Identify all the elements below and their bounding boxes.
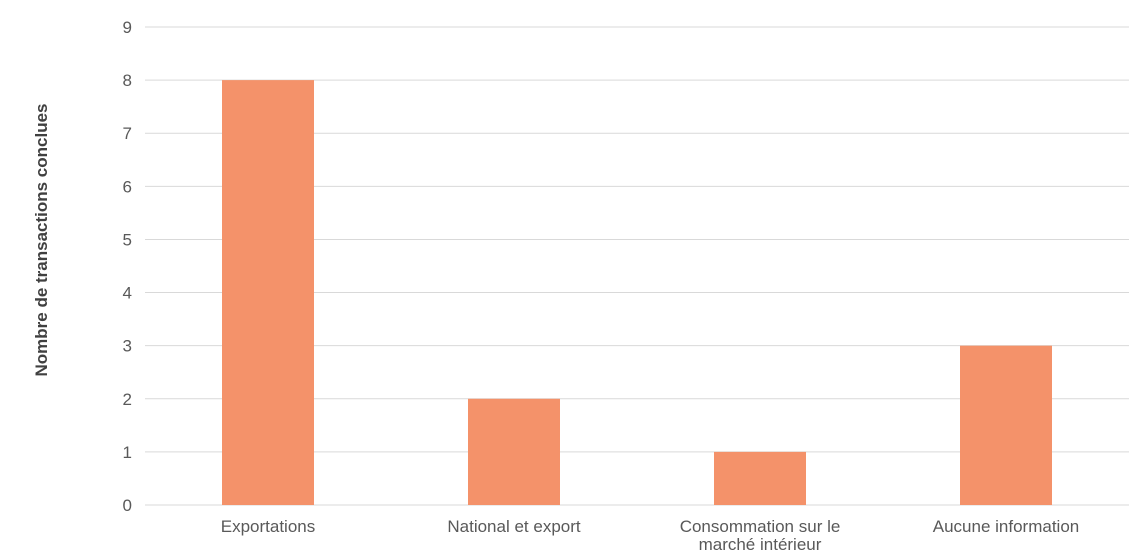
bar-3 [960,345,1052,505]
y-tick-label: 8 [123,71,132,90]
x-category-label: National et export [447,517,581,536]
x-category-label: Aucune information [933,517,1079,536]
y-tick-label: 4 [123,284,132,303]
bars [222,80,1052,505]
y-tick-label: 9 [123,18,132,37]
y-tick-label: 0 [123,496,132,515]
y-tick-label: 1 [123,443,132,462]
y-tick-label: 7 [123,124,132,143]
bar-0 [222,80,314,505]
y-axis-ticks: 0 1 2 3 4 5 6 7 8 9 [123,18,132,515]
x-category-label: Exportations [221,517,316,536]
x-category-label: Consommation sur le marché intérieur [680,517,841,554]
y-tick-label: 5 [123,230,132,249]
y-tick-label: 2 [123,390,132,409]
y-axis-title: Nombre de transactions conclues [32,103,51,376]
bar-1 [468,398,560,505]
y-tick-label: 3 [123,337,132,356]
y-tick-label: 6 [123,177,132,196]
bar-2 [714,451,806,505]
x-axis-labels: Exportations National et export Consommati… [221,517,1079,554]
